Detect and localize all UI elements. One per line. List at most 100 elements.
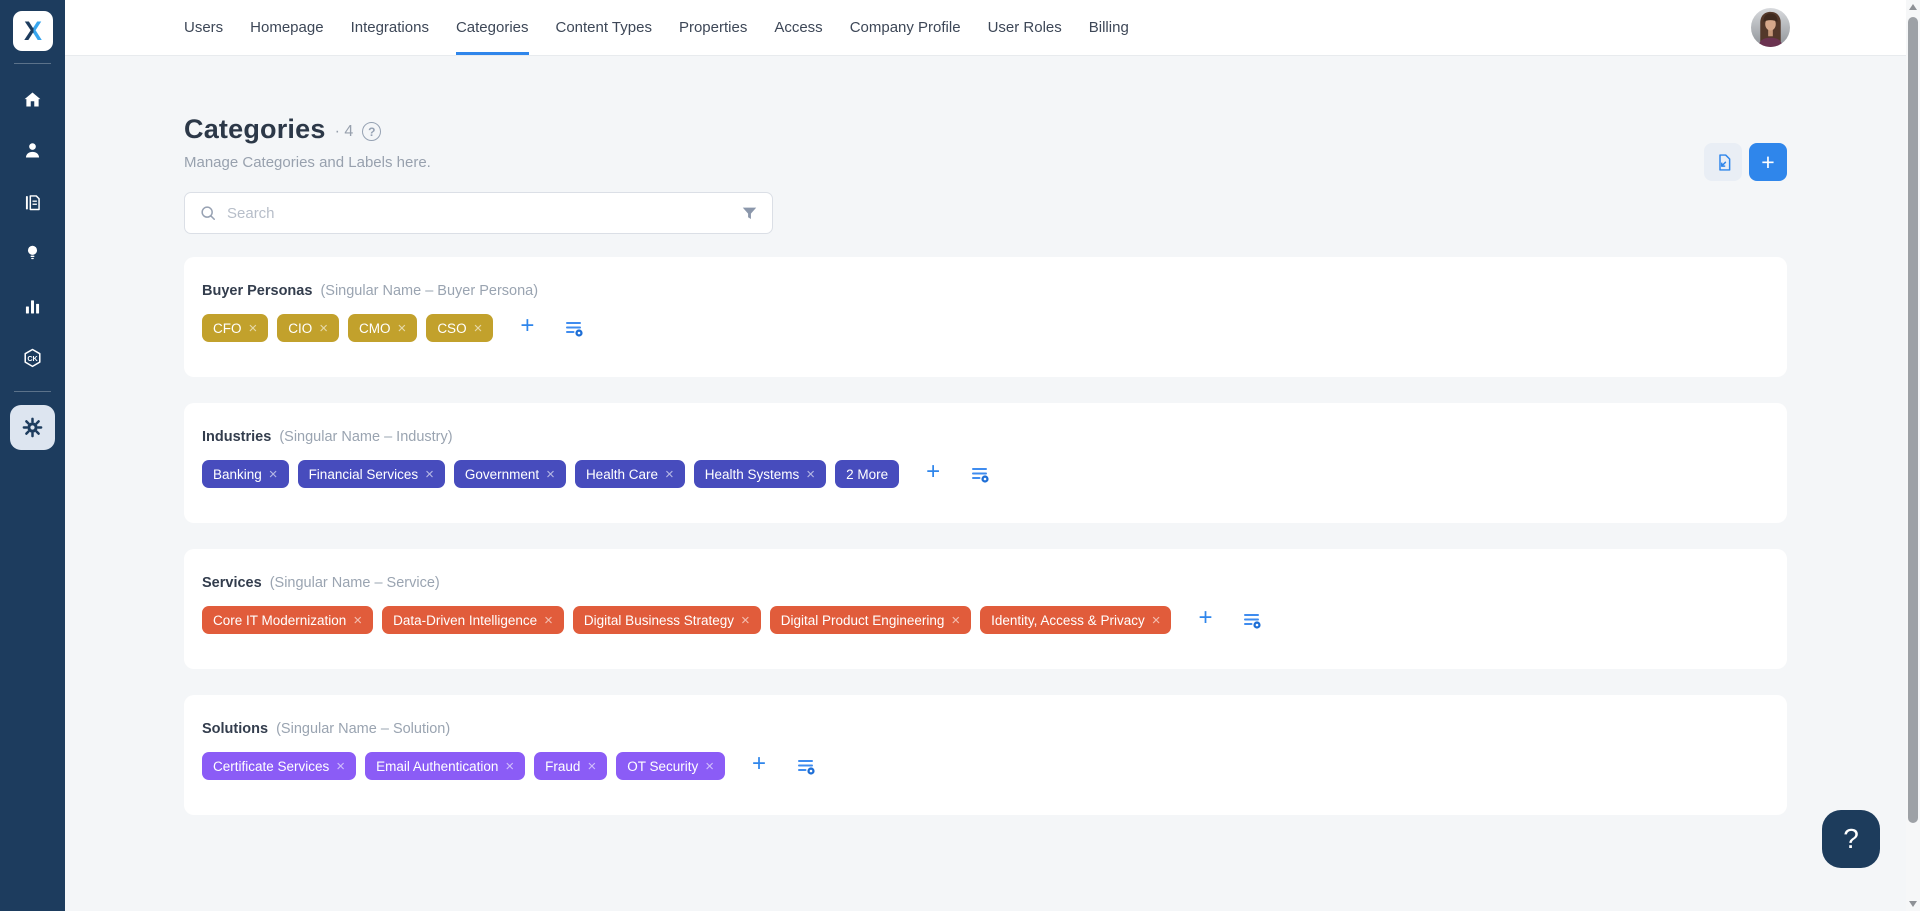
tag[interactable]: Data-Driven Intelligence × [382,606,564,634]
tag[interactable]: Digital Product Engineering × [769,606,972,634]
remove-tag-icon[interactable]: × [741,611,750,629]
manage-labels-icon [798,760,815,775]
category-name: Industries [202,429,272,445]
tag[interactable]: Health Systems × [693,460,827,488]
tag[interactable]: OT Security × [616,752,725,780]
sidebar-item-ck[interactable]: CK [0,347,65,370]
tab-company-profile[interactable]: Company Profile [849,19,961,36]
tab-homepage[interactable]: Homepage [250,19,324,36]
tab-content-types[interactable]: Content Types [555,19,652,36]
search-bar [184,192,773,234]
sidebar-divider [14,391,51,392]
remove-tag-icon[interactable]: × [248,319,258,337]
page-title: Categories [184,114,326,144]
tag[interactable]: CFO × [202,314,269,342]
tag[interactable]: Health Care × [574,460,685,488]
tag[interactable]: Core IT Modernization × [202,606,374,634]
remove-tag-icon[interactable]: × [353,611,363,629]
remove-tag-icon[interactable]: × [664,465,674,483]
tab-integrations[interactable]: Integrations [350,19,429,36]
category-singular-name: (Singular Name – Industry) [279,429,453,445]
add-label-button[interactable]: + [752,752,766,780]
tab-access[interactable]: Access [774,19,823,36]
remove-tag-icon[interactable]: × [587,757,597,775]
add-category-button[interactable]: + [1749,143,1787,181]
category-card-industries: Industries (Singular Name – Industry) Ba… [184,403,1787,523]
tag[interactable]: Digital Business Strategy × [572,606,761,634]
filter-icon[interactable] [740,204,759,223]
manage-labels-button[interactable] [970,464,990,484]
more-count-tag[interactable]: 2 More [835,460,900,488]
app-logo: X [13,11,53,51]
remove-tag-icon[interactable]: × [319,319,329,337]
top-nav: Users Homepage Integrations Categories C… [184,0,1920,55]
sidebar-item-settings[interactable] [10,405,55,450]
category-name: Services [202,575,262,591]
tag[interactable]: Email Authentication × [365,752,526,780]
sidebar-item-ideas[interactable] [0,242,65,263]
ck-hexagon-icon: CK [24,348,41,368]
sidebar-divider [14,63,51,64]
remove-tag-icon[interactable]: × [425,465,434,483]
user-avatar[interactable] [1751,8,1790,47]
remove-tag-icon[interactable]: × [473,319,483,337]
page-scrollbar [1906,0,1920,911]
page-subtitle: Manage Categories and Labels here. [184,154,431,171]
tag[interactable]: CMO × [348,314,418,342]
category-singular-name: (Singular Name – Service) [269,575,440,591]
tab-billing[interactable]: Billing [1088,19,1129,36]
tag[interactable]: Financial Services × [297,460,445,488]
tab-properties[interactable]: Properties [678,19,748,36]
add-label-button[interactable]: + [520,314,534,342]
manage-labels-icon [972,468,989,483]
remove-tag-icon[interactable]: × [268,465,278,483]
tag[interactable]: Certificate Services × [202,752,357,780]
remove-tag-icon[interactable]: × [951,611,961,629]
scrollbar-thumb[interactable] [1908,17,1918,823]
tag[interactable]: Identity, Access & Privacy × [980,606,1172,634]
logo-x-icon: X [23,15,42,46]
tab-users[interactable]: Users [184,19,224,36]
tab-categories[interactable]: Categories [455,0,529,55]
lightbulb-icon [27,245,38,260]
title-help-icon[interactable]: ? [362,122,382,141]
svg-text:CK: CK [27,355,38,363]
category-name: Solutions [202,721,269,737]
sidebar-item-home[interactable] [0,89,65,110]
sidebar-item-content[interactable] [0,192,65,213]
tag[interactable]: Fraud × [534,752,608,780]
scroll-down-icon[interactable] [1909,901,1917,907]
add-label-button[interactable]: + [926,460,940,488]
remove-tag-icon[interactable]: × [505,757,515,775]
export-file-icon [1718,153,1730,171]
tag[interactable]: CSO × [426,314,494,342]
manage-labels-icon [566,322,583,337]
sidebar-item-users[interactable] [0,140,65,161]
sidebar-item-analytics[interactable] [0,296,65,317]
remove-tag-icon[interactable]: × [397,319,407,337]
remove-tag-icon[interactable]: × [806,465,816,483]
manage-labels-button[interactable] [1242,610,1262,630]
add-label-button[interactable]: + [1198,606,1212,634]
remove-tag-icon[interactable]: × [705,757,714,775]
category-name: Buyer Personas [202,283,313,299]
remove-tag-icon[interactable]: × [546,465,555,483]
export-categories-button[interactable] [1704,143,1742,181]
tag-row: Certificate Services × Email Authenticat… [202,752,1769,780]
tag[interactable]: CIO × [277,314,340,342]
manage-labels-button[interactable] [796,756,816,776]
help-fab-button[interactable]: ? [1822,810,1880,868]
tag[interactable]: Government × [453,460,566,488]
remove-tag-icon[interactable]: × [544,611,553,629]
remove-tag-icon[interactable]: × [336,757,346,775]
tag-row: CFO × CIO × CMO × CSO × + [202,314,1769,342]
search-icon [201,206,215,220]
scroll-up-icon[interactable] [1909,4,1917,10]
search-input[interactable] [227,204,731,222]
manage-labels-button[interactable] [564,318,584,338]
tab-user-roles[interactable]: User Roles [987,19,1062,36]
remove-tag-icon[interactable]: × [1151,611,1161,629]
category-singular-name: (Singular Name – Solution) [276,721,451,737]
home-icon [24,92,41,107]
tag[interactable]: Banking × [202,460,289,488]
